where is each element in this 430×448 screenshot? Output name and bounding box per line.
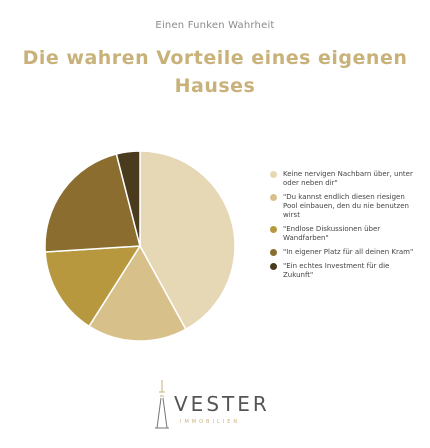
pie-slice-3 [44,245,142,328]
pie-slice-5 [115,150,141,247]
kicker-text: Einen Funken Wahrheit [155,20,275,31]
legend-item-3: "Endlose Diskussionen über Wandfarben" [270,225,420,243]
legend-item-5: "Ein echtes Investment für die Zukunft" [270,262,420,280]
pie-slice-2 [88,244,187,342]
legend: Keine nervigen Nachbarn über, unter oder… [270,170,420,285]
logo-wordmark: VESTER [174,392,270,416]
legend-label-3: "Endlose Diskussionen über Wandfarben" [283,225,381,242]
legend-label-4: "In eigener Platz für all deinen Kram" [283,248,414,256]
legend-swatch-3 [270,226,277,233]
legend-swatch-5 [270,263,277,270]
legend-item-2: "Du kannst endlich diesen riesigen Pool … [270,193,420,220]
legend-item-1: Keine nervigen Nachbarn über, unter oder… [270,170,420,188]
pie-chart [44,150,236,342]
pie-slice-1 [139,150,236,331]
legend-item-4: "In eigener Platz für all deinen Kram" [270,248,420,257]
legend-label-2: "Du kannst endlich diesen riesigen Pool … [283,193,409,219]
legend-label-1: Keine nervigen Nachbarn über, unter oder… [283,170,413,187]
chart-title: Die wahren Vorteile eines eigenen Hauses [22,47,408,97]
legend-swatch-1 [270,171,277,178]
legend-swatch-4 [270,249,277,256]
tower-logo-icon [155,380,169,429]
company-logo: VESTER IMMOBILIEN [150,378,290,434]
legend-label-5: "Ein echtes Investment für die Zukunft" [283,262,390,279]
legend-swatch-2 [270,194,277,201]
pie-slice-4 [44,153,141,253]
logo-subtitle: IMMOBILIEN [180,419,241,425]
